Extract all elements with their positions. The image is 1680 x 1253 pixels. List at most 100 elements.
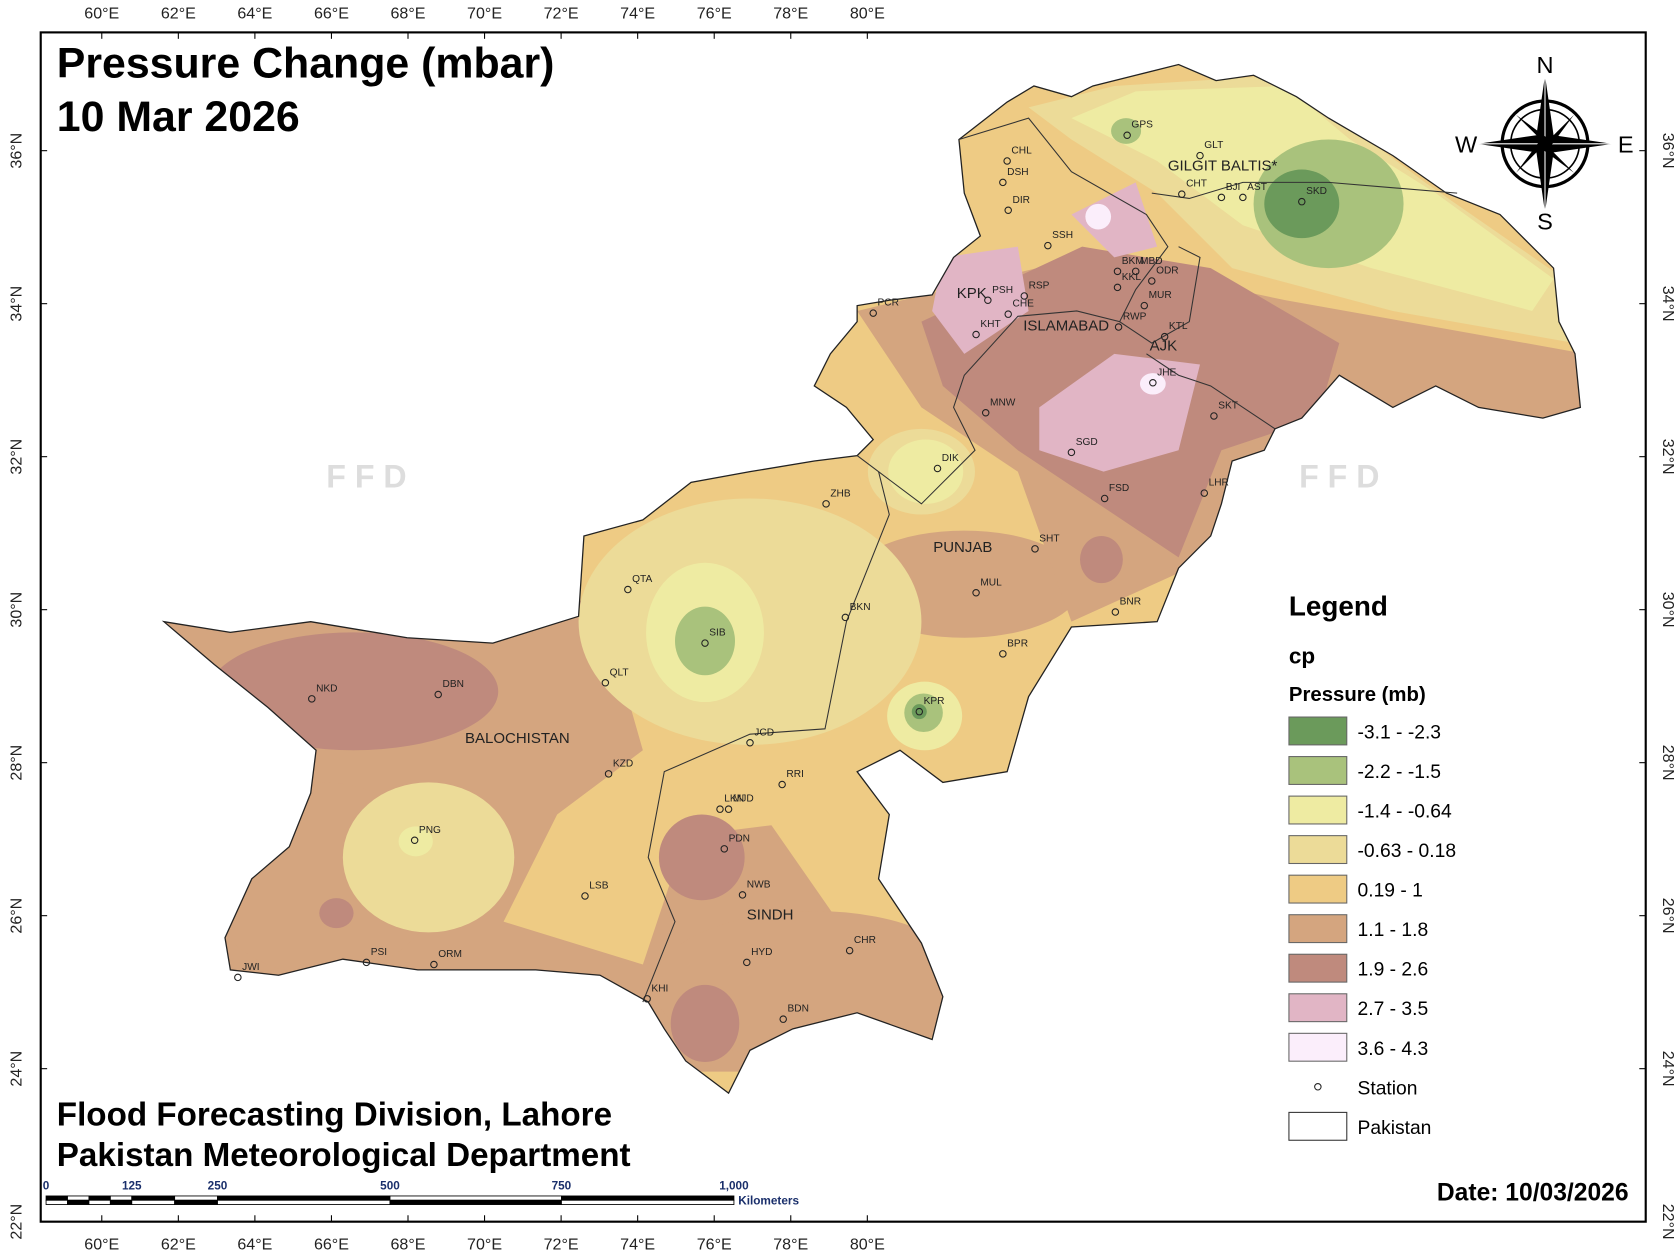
scale-label: 1,000 [719,1180,749,1193]
scale-segment [174,1199,218,1205]
compass-s: S [1537,209,1553,235]
station-label: RWP [1123,312,1147,323]
station-label: BJI [1226,182,1241,193]
lon-label: 68°E [390,1236,425,1253]
station-marker [1100,494,1109,503]
lat-label: 28°N [1659,745,1677,781]
legend-station [1314,1083,1322,1091]
legend-swatch [1288,1111,1348,1141]
station-marker [1113,283,1122,292]
scale-bar: 0 125 250 500 750 1,000 Kilometers [43,1180,800,1208]
compass-n: N [1536,52,1553,78]
station-marker [746,739,754,747]
region-label: GILGIT BALTIS* [1168,158,1278,175]
region-label: SINDH [747,907,794,924]
station-label: SSH [1052,230,1073,241]
station-label: CHR [854,935,876,946]
station-marker [915,707,924,716]
legend-swatch [1288,993,1348,1023]
station-label: KKL [1122,272,1142,283]
legend-label: 1.9 - 2.6 [1358,960,1429,981]
scale-segment [45,1195,68,1201]
station-marker [581,892,589,900]
station-label: DIK [942,453,959,464]
station-marker [601,679,610,687]
station-marker [972,330,980,339]
map-subtitle: 10 Mar 2026 [57,93,300,141]
scale-segment [88,1195,111,1201]
lat-label: 24°N [7,1051,25,1087]
station-marker [1131,267,1140,276]
watermark: F F D [326,459,406,495]
legend-label: 2.7 - 3.5 [1358,999,1429,1020]
station-label: ODR [1156,265,1179,276]
region-label: KPK [957,285,987,302]
lat-label: 24°N [1659,1051,1677,1087]
lat-label: 28°N [7,745,25,781]
region-labels: GILGIT BALTIS* KPK ISLAMABAD AJK PUNJAB BALOC… [465,158,1278,924]
station-label: BDN [788,1004,809,1015]
region-label: PUNJAB [933,539,992,556]
station-marker [1004,206,1012,215]
legend-field: Pressure (mb) [1289,684,1426,706]
station-label: LHR [1209,478,1229,489]
station-label: RSP [1029,280,1050,291]
lat-label: 36°N [1659,133,1677,169]
station-label: GPS [1131,120,1153,131]
lon-label: 76°E [697,4,732,22]
region-label: BALOCHISTAN [465,730,570,747]
footer-line: Pakistan Meteorological Department [57,1137,631,1174]
legend-label: -1.4 - -0.64 [1358,802,1453,823]
scale-segment [131,1199,176,1205]
scale-segment [561,1195,735,1201]
station-label: ZHB [830,488,851,499]
station-marker [1149,379,1157,387]
station-marker [1210,412,1218,420]
station-label: NWB [747,879,771,890]
station-marker [1123,131,1131,140]
legend-label: -2.2 - -1.5 [1358,762,1442,783]
scale-label: 500 [380,1180,400,1193]
station-marker [1113,267,1122,276]
legend-label: Pakistan [1358,1118,1432,1139]
legend-label: -3.1 - -2.3 [1358,722,1442,743]
station-marker [1239,193,1247,202]
region-label: AJK [1150,338,1178,355]
station-marker [778,780,786,789]
station-marker [1114,323,1123,331]
station-marker [716,805,724,813]
lat-label: 34°N [1659,286,1677,322]
station-label: KZD [613,758,633,769]
lon-label: 80°E [850,4,885,22]
station-label: LKN [724,794,744,805]
station-marker [984,296,992,304]
scale-label: 125 [122,1180,142,1193]
station-marker [720,845,729,853]
station-marker [234,973,242,982]
scale-segment [389,1195,562,1201]
station-label: ORM [438,949,462,960]
station-label: SKD [1306,186,1327,197]
station-marker [410,836,419,844]
station-label: CHL [1011,145,1032,156]
lat-label: 30°N [7,592,25,628]
lon-label: 64°E [237,1236,272,1253]
legend-label: 1.1 - 1.8 [1358,920,1429,941]
station-label: QTA [632,574,652,585]
station-label: PSH [992,285,1013,296]
station-marker [1196,151,1204,160]
lon-label: 72°E [544,4,579,22]
lat-label: 22°N [1659,1204,1677,1240]
station-label: PSI [371,947,387,958]
lon-label: 62°E [161,1236,196,1253]
station-label: HYD [751,947,772,958]
scale-segment [45,1199,68,1205]
station-marker [1140,301,1149,310]
lon-label: 60°E [84,1236,119,1253]
station-label: MUL [980,577,1002,588]
compass-e: E [1618,131,1634,157]
station-marker [1178,190,1186,198]
station-label: MNW [990,397,1016,408]
lon-label: 60°E [84,4,119,22]
scale-label: 0 [43,1180,50,1193]
